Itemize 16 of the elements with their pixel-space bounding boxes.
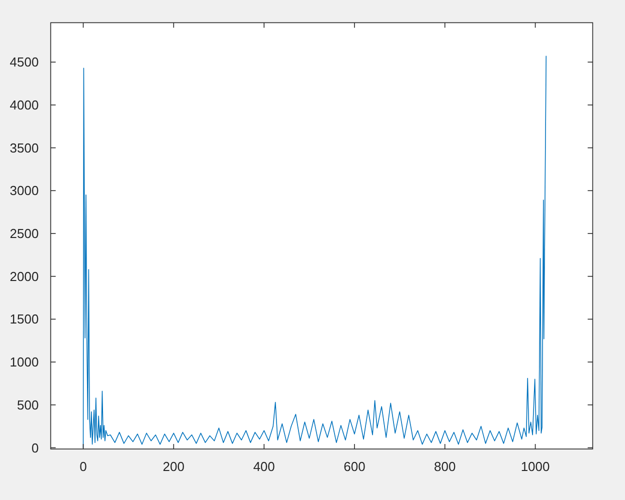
y-tick-label: 3000	[10, 183, 39, 198]
y-tick-label: 4000	[10, 98, 39, 113]
y-tick-label: 1500	[10, 312, 39, 327]
y-tick-label: 4500	[10, 54, 39, 70]
y-tick-label: 2000	[10, 268, 39, 284]
y-tick-label: 1000	[10, 354, 39, 370]
x-tick-label: 1000	[520, 459, 550, 474]
y-tick-label: 2500	[10, 226, 39, 242]
x-tick-label: 400	[253, 459, 275, 474]
y-tick-label: 0	[31, 440, 39, 456]
x-tick-label: 800	[434, 459, 456, 474]
y-tick-label: 3500	[10, 140, 39, 156]
x-tick-label: 600	[344, 459, 366, 474]
x-tick-label: 0	[80, 459, 87, 474]
x-tick-label: 200	[162, 459, 185, 474]
y-tick-label: 500	[16, 397, 39, 412]
